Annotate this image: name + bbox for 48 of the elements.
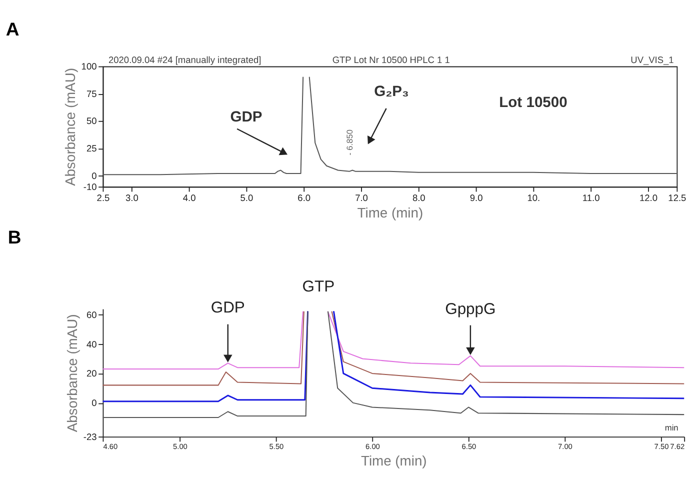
x-axis-title: Time (min) [357,204,424,221]
annotation: min [664,422,679,432]
annotation: - 6.850 [344,129,354,156]
x-tick-label: 9.0 [470,192,483,203]
x-tick-label: 7.0 [355,192,368,203]
y-tick-label: 20 [86,368,97,379]
x-tick-label: 8.0 [412,192,426,203]
x-tick-label: 4.0 [182,192,196,203]
y-tick-label: -23 [83,432,97,442]
y-tick-label: 100 [81,62,97,72]
y-tick-label: 0 [92,398,97,408]
y-tick-label: 50 [86,116,97,126]
x-tick-label: 4.60 [103,442,118,452]
x-tick-label: 5.00 [173,442,188,452]
x-tick-label: 10. [527,192,540,203]
y-axis-title: Absorbance (mAU) [62,68,78,186]
chart-title: A [6,18,20,40]
x-tick-label: 6.00 [366,442,380,452]
y-tick-label: 0 [92,170,97,181]
x-tick-label: 11.0 [582,192,600,203]
annotation: Lot 10500 [499,95,568,112]
x-axis-title: Time (min) [361,452,427,469]
x-tick-label: 5.50 [269,442,284,452]
y-tick-label: 60 [86,310,97,320]
y-tick-label: 40 [86,339,97,350]
text: UV_VIS_1 [630,55,674,66]
x-tick-label: 3.0 [125,192,138,203]
annotation: GDP [230,109,262,126]
y-axis-title: Absorbance (mAU) [64,314,80,432]
y-tick-label: 75 [86,88,97,99]
text: GTP Lot Nr 10500 HPLC 1 1 [332,55,450,66]
text: 2020.09.04 #24 [manually integrated] [108,55,262,66]
x-tick-label: 7.62 [670,442,685,452]
annotation: GDP [210,299,245,316]
x-tick-label: 6.0 [298,192,311,203]
x-tick-label: 7.50 [654,442,669,452]
y-tick-label: 25 [86,144,97,154]
annotation: G₂P₃ [374,84,409,100]
x-tick-label: 12.0 [639,192,658,203]
chart-title: B [8,226,22,248]
x-tick-label: 5.0 [240,192,254,203]
y-tick-label: -10 [83,182,97,192]
annotation: GpppG [445,301,496,318]
x-tick-label: 12.5 [668,192,686,203]
text: GTP [302,278,335,296]
x-tick-label: 7.00 [558,442,572,452]
x-tick-label: 2.5 [96,192,110,203]
x-tick-label: 6.50 [462,442,476,452]
